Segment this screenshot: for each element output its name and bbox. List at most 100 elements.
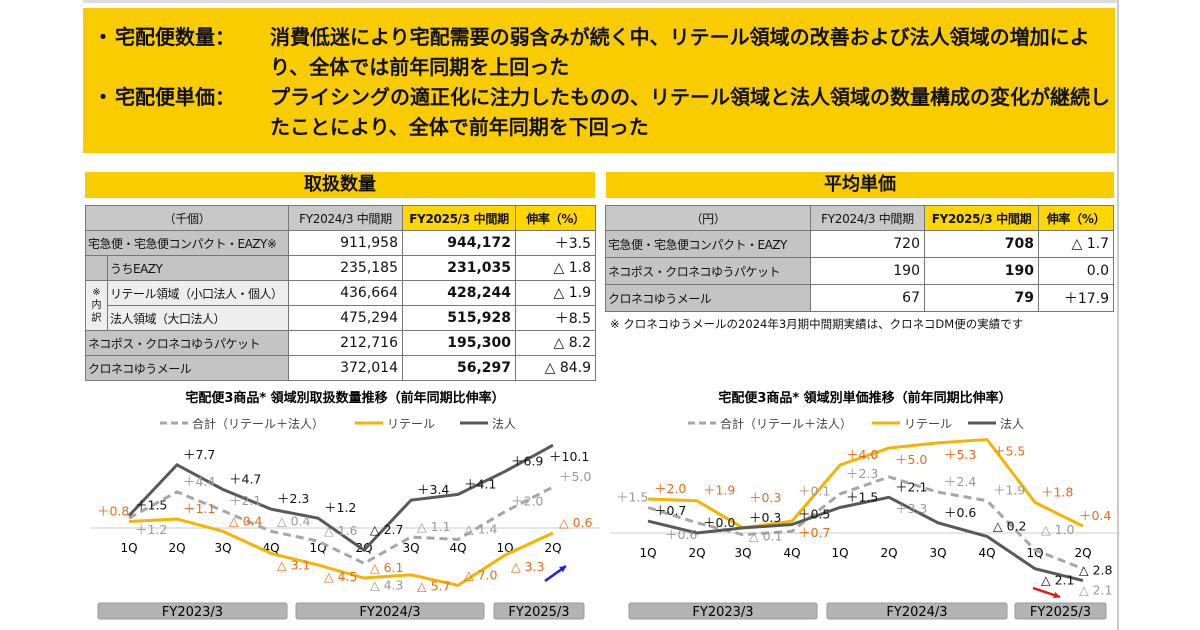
data-label: ＋2.0 [654,481,686,496]
table-row: 法人領域（大口法人） 475,294 515,928 ＋8.5 [86,305,596,331]
legend-label: 合計（リテール＋法人） [720,416,852,431]
quarter-label: 4Q [978,546,995,560]
data-label: △ 1.6 [324,523,358,538]
rate-value: △ 8.2 [515,330,596,356]
data-label: △ 3.3 [511,559,544,574]
row-label: クロネコゆうメール [605,284,811,312]
quarter-label: 2Q [880,546,897,560]
price-table: （円） FY2024/3 中間期 FY2025/3 中間期 伸率（%） 宅急便・… [605,205,1114,312]
breakdown-note: ※内訳 [85,280,108,331]
curr-value: 79 [924,284,1039,312]
bullet: ・ [93,25,113,49]
rate-value: ＋17.9 [1038,284,1114,312]
legend-label: 法人 [1000,417,1024,431]
data-label: ＋5.0 [559,469,591,484]
data-label: ＋0.7 [798,525,830,540]
data-label: ＋2.1 [895,479,927,494]
data-label: ＋0.8 [97,503,129,518]
fiscal-year-label: FY2025/3 [1030,605,1091,620]
quarter-label: 2Q [1074,546,1091,560]
rate-value: △ 1.8 [515,255,596,281]
bullet: ・ [93,85,113,109]
quarter-label: 1Q [639,546,656,560]
series-line [128,485,554,565]
data-label: ＋0.6 [944,505,976,520]
data-label: ＋0.5 [798,507,830,522]
data-label: △ 0.4 [229,513,263,528]
top-divider [83,0,1118,3]
data-label: ＋2.3 [277,491,309,506]
legend-label: リテール [387,417,435,431]
prev-value: 720 [810,230,925,258]
prev-value: 436,664 [288,280,403,306]
data-label: ＋4.7 [229,471,261,486]
trend-arrowhead-icon [1053,591,1060,599]
fiscal-year-label: FY2024/3 [359,605,420,620]
fiscal-year-bar [493,602,585,620]
data-label: △ 0.1 [749,529,782,544]
curr-value: 190 [924,257,1039,285]
prev-value: 235,185 [288,255,403,281]
data-label: ＋6.9 [511,453,543,468]
table-row: クロネコゆうメール 372,014 56,297 △ 84.9 [85,355,596,381]
prev-header: FY2024/3 中間期 [810,205,925,231]
table-row: うちEAZY 235,185 231,035 △ 1.8 [85,255,596,281]
footnote: ※ クロネコゆうメールの2024年3月期中間期実績は、クロネコDM便の実績です [610,317,1024,331]
legend-label: リテール [904,417,952,431]
data-label: ＋0.4 [1079,508,1111,523]
data-label: ＋5.0 [895,452,927,467]
fiscal-year-bar [1014,602,1107,620]
quarter-label: 2Q [168,541,185,555]
data-label: △ 5.7 [417,579,450,594]
data-label: ＋3.3 [895,501,927,516]
quarter-label: 4Q [449,541,466,555]
quarter-label: 3Q [929,546,946,560]
data-label: ＋10.1 [549,449,589,464]
curr-value: 944,172 [402,230,516,256]
summary-term: 宅配便単価： [115,85,235,109]
quarter-label: 4Q [783,546,800,560]
table-row: ※内訳 リテール領域（小口法人・個人） 436,664 428,244 △ 1.9 [85,280,596,331]
curr-value: 195,300 [402,330,516,356]
prev-value: 190 [810,257,925,285]
data-label: △ 0.6 [559,515,593,530]
curr-header: FY2025/3 中間期 [924,205,1039,231]
prev-value: 911,958 [288,230,403,256]
data-label: △ 1.4 [464,521,498,536]
data-label: △ 2.1 [1079,583,1112,598]
data-label: ＋1.5 [135,498,167,513]
data-label: △ 0.2 [993,518,1026,533]
row-label: 法人領域（大口法人） [107,305,289,331]
table-row: ネコポス・クロネコゆうパケット 190 190 0.0 [605,257,1114,285]
curr-value: 56,297 [402,355,516,381]
rate-value: △ 1.7 [1038,230,1114,258]
series-line [647,475,1084,571]
data-label: △ 6.1 [370,560,403,575]
quarter-label: 3Q [214,541,231,555]
fiscal-year-bar [826,602,1008,620]
rate-header: 伸率（%） [515,205,596,231]
quarter-label: 3Q [734,546,751,560]
prev-value: 67 [810,284,925,312]
data-label: ＋4.4 [183,474,215,489]
fiscal-year-bar [295,602,485,620]
row-label: 宅急便・宅急便コンパクト・EAZY [605,230,811,258]
summary-item-volume: ・宅配便数量： 消費低迷により宅配需要の弱含みが続く中、リテール領域の改善および法… [93,22,1115,82]
prev-value: 475,294 [288,305,403,331]
data-label: △ 4.5 [324,569,357,584]
fiscal-year-label: FY2025/3 [508,605,569,620]
table-row: 宅急便・宅急便コンパクト・EAZY 720 708 △ 1.7 [605,230,1114,258]
curr-value: 515,928 [402,305,516,331]
data-label: ＋1.5 [616,490,648,505]
fiscal-year-label: FY2024/3 [886,605,947,620]
rate-value: △ 84.9 [515,355,596,381]
series-line [128,517,554,588]
volume-trend-chart: 宅配便3商品* 領域別取扱数量推移（前年同期比伸率） 合計（リテール＋法人） リテー… [90,390,600,620]
rate-value: △ 1.9 [515,280,596,306]
data-label: △ 4.3 [370,577,403,592]
quarter-label: 1Q [120,541,137,555]
data-label: ＋5.3 [944,447,976,462]
unit-header: （千個） [85,205,289,231]
data-label: △ 2.7 [370,522,403,537]
quarter-label: 2Q [688,546,705,560]
